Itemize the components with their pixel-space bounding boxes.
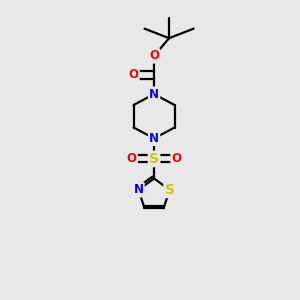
Text: O: O: [129, 68, 139, 82]
Text: N: N: [149, 132, 159, 145]
Text: S: S: [149, 152, 159, 166]
Text: O: O: [172, 152, 182, 165]
Text: S: S: [165, 183, 175, 197]
Text: O: O: [127, 152, 137, 165]
Text: N: N: [134, 183, 143, 196]
Text: N: N: [149, 88, 159, 100]
Text: O: O: [149, 50, 159, 62]
